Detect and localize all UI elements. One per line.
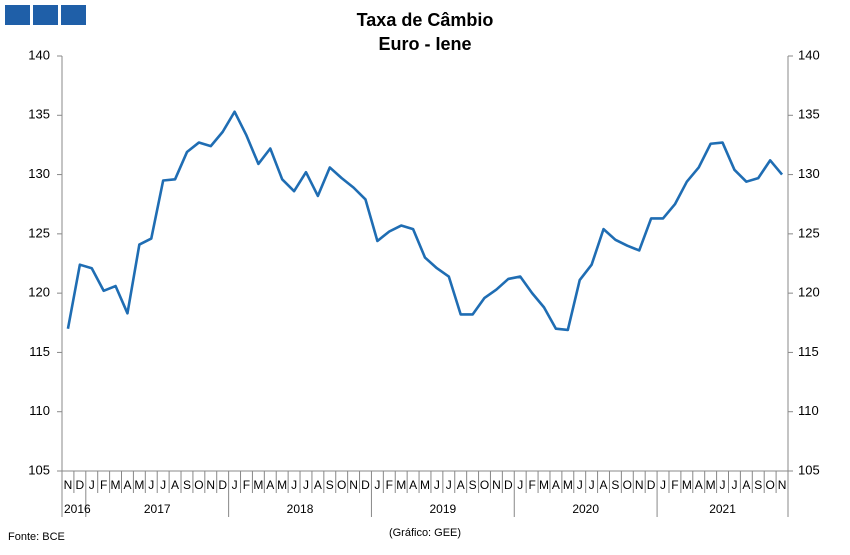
x-tick-label: A <box>409 478 417 492</box>
x-tick-label: J <box>577 478 583 492</box>
x-tick-label: J <box>731 478 737 492</box>
chart-subtitle: Euro - Iene <box>378 34 471 54</box>
x-tick-label: O <box>337 478 346 492</box>
x-tick-label: M <box>134 478 144 492</box>
y-tick-label: 105 <box>28 462 50 477</box>
x-tick-label: M <box>253 478 263 492</box>
x-tick-label: J <box>660 478 666 492</box>
x-tick-label: A <box>695 478 703 492</box>
year-label: 2019 <box>430 502 457 516</box>
x-tick-label: A <box>171 478 179 492</box>
x-tick-label: A <box>742 478 750 492</box>
y2-tick-label: 130 <box>798 166 820 181</box>
x-tick-label: M <box>682 478 692 492</box>
year-label: 2018 <box>287 502 314 516</box>
x-tick-label: M <box>111 478 121 492</box>
x-tick-label: F <box>243 478 250 492</box>
y2-tick-label: 120 <box>798 285 820 300</box>
y2-tick-label: 115 <box>798 344 819 359</box>
x-tick-label: A <box>266 478 274 492</box>
source-note: Fonte: BCE <box>8 531 65 543</box>
logo-block <box>33 5 58 25</box>
x-tick-label: N <box>778 478 787 492</box>
x-tick-label: A <box>552 478 560 492</box>
x-tick-label: J <box>374 478 380 492</box>
x-tick-label: J <box>291 478 297 492</box>
x-tick-label: A <box>123 478 131 492</box>
x-tick-label: J <box>303 478 309 492</box>
data-line <box>66 110 784 332</box>
x-tick-label: O <box>765 478 774 492</box>
x-tick-label: F <box>386 478 393 492</box>
x-tick-label: F <box>671 478 678 492</box>
x-tick-label: J <box>160 478 166 492</box>
x-tick-label: M <box>396 478 406 492</box>
x-tick-label: S <box>611 478 619 492</box>
logo-block <box>61 5 86 25</box>
x-tick-label: D <box>361 478 370 492</box>
x-tick-label: S <box>326 478 334 492</box>
y2-tick-label: 105 <box>798 462 820 477</box>
y2-tick-label: 140 <box>798 47 820 62</box>
x-tick-label: A <box>600 478 608 492</box>
x-tick-label: A <box>314 478 322 492</box>
x-tick-label: F <box>100 478 107 492</box>
year-label: 2016 <box>64 502 91 516</box>
x-tick-label: J <box>89 478 95 492</box>
x-tick-label: J <box>434 478 440 492</box>
x-tick-label: D <box>76 478 85 492</box>
y-tick-label: 120 <box>28 285 50 300</box>
y-tick-label: 130 <box>28 166 50 181</box>
y2-tick-label: 110 <box>798 403 819 418</box>
x-tick-label: N <box>206 478 215 492</box>
x-tick-label: D <box>218 478 227 492</box>
x-tick-label: J <box>148 478 154 492</box>
x-tick-label: S <box>183 478 191 492</box>
x-tick-label: S <box>754 478 762 492</box>
x-tick-label: D <box>647 478 656 492</box>
x-tick-label: J <box>589 478 595 492</box>
x-tick-label: N <box>349 478 358 492</box>
x-tick-label: N <box>64 478 73 492</box>
x-tick-label: J <box>446 478 452 492</box>
chart-title: Taxa de Câmbio <box>357 10 494 30</box>
y2-tick-label: 135 <box>798 107 820 122</box>
x-tick-label: M <box>277 478 287 492</box>
x-tick-label: M <box>563 478 573 492</box>
year-label: 2017 <box>144 502 171 516</box>
logo-block <box>5 5 30 25</box>
x-tick-label: O <box>194 478 203 492</box>
x-tick-label: M <box>539 478 549 492</box>
x-tick-label: N <box>492 478 501 492</box>
y-tick-label: 140 <box>28 47 50 62</box>
x-tick-label: O <box>480 478 489 492</box>
y2-tick-label: 125 <box>798 225 820 240</box>
x-tick-label: J <box>232 478 238 492</box>
y-tick-label: 110 <box>29 403 50 418</box>
y-tick-label: 125 <box>28 225 50 240</box>
year-label: 2020 <box>572 502 599 516</box>
x-tick-label: J <box>517 478 523 492</box>
y-tick-label: 115 <box>29 344 50 359</box>
x-tick-label: O <box>623 478 632 492</box>
x-tick-label: A <box>457 478 465 492</box>
x-tick-label: J <box>720 478 726 492</box>
x-tick-label: S <box>469 478 477 492</box>
y-tick-label: 135 <box>28 107 50 122</box>
x-tick-label: D <box>504 478 513 492</box>
x-tick-label: M <box>420 478 430 492</box>
credit-note: (Gráfico: GEE) <box>389 527 461 539</box>
x-tick-label: F <box>528 478 535 492</box>
year-label: 2021 <box>709 502 736 516</box>
x-tick-label: N <box>635 478 644 492</box>
x-tick-label: M <box>706 478 716 492</box>
